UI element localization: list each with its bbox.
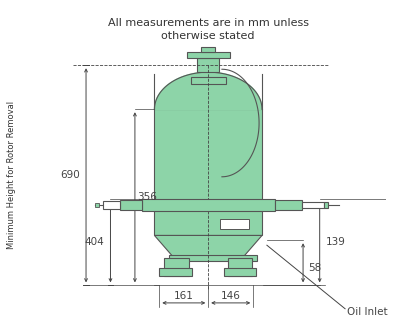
Text: All measurements are in mm unless: All measurements are in mm unless: [108, 18, 309, 28]
Bar: [120, 200, 142, 210]
Bar: [220, 219, 249, 228]
Bar: [95, 203, 99, 207]
Bar: [224, 268, 256, 275]
Bar: [191, 77, 226, 84]
Bar: [187, 52, 230, 59]
Text: 146: 146: [221, 291, 241, 301]
Polygon shape: [154, 72, 262, 109]
Text: Oil Inlet: Oil Inlet: [347, 307, 387, 317]
Bar: [154, 109, 262, 236]
Text: 161: 161: [174, 291, 194, 301]
Bar: [172, 261, 178, 275]
Text: Minimum Height for Rotor Removal: Minimum Height for Rotor Removal: [7, 101, 16, 249]
Text: 404: 404: [85, 237, 105, 247]
Bar: [180, 261, 186, 275]
Bar: [275, 200, 302, 210]
Bar: [169, 255, 257, 261]
Text: otherwise stated: otherwise stated: [162, 31, 255, 41]
Bar: [142, 199, 275, 211]
Text: 356: 356: [137, 192, 157, 202]
Polygon shape: [154, 236, 262, 258]
Bar: [103, 201, 120, 209]
Bar: [159, 268, 192, 275]
Bar: [164, 261, 170, 275]
Bar: [198, 59, 219, 72]
Bar: [228, 258, 252, 275]
Bar: [324, 202, 329, 208]
Bar: [302, 202, 324, 208]
Text: 690: 690: [60, 170, 80, 180]
Bar: [164, 258, 189, 275]
Text: 139: 139: [325, 237, 345, 247]
Text: 58: 58: [308, 263, 321, 273]
Bar: [201, 47, 215, 52]
